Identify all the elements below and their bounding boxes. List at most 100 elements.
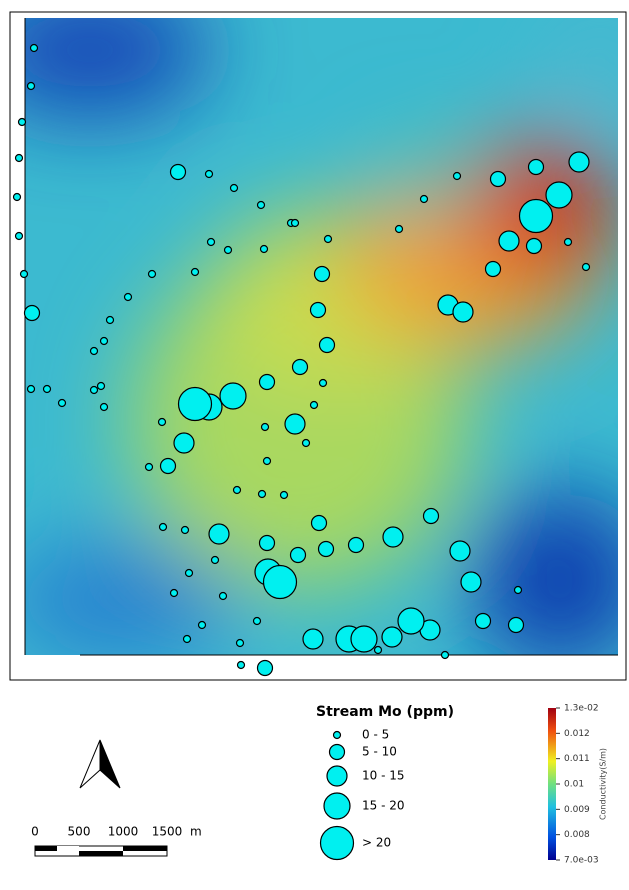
sample-point	[525, 237, 543, 255]
sample-point	[258, 373, 276, 391]
sample-point	[309, 400, 319, 410]
sample-point	[177, 386, 213, 422]
sample-point	[382, 526, 404, 548]
colorbar-tick-label: 0.008	[564, 830, 590, 840]
sample-point	[317, 540, 335, 558]
sample-point	[460, 571, 482, 593]
sample-point	[89, 346, 99, 356]
colorbar-tick-label: 0.011	[564, 754, 590, 764]
sample-point	[105, 315, 115, 325]
sample-point	[513, 585, 523, 595]
sample-point	[206, 237, 216, 247]
sample-point	[208, 523, 230, 545]
sample-point	[236, 660, 246, 670]
sample-point	[89, 385, 99, 395]
sample-point	[279, 490, 289, 500]
sample-point	[350, 625, 378, 653]
scale-label: 1500	[152, 825, 183, 839]
legend-title: Stream Mo (ppm)	[316, 704, 454, 720]
sample-point	[545, 181, 573, 209]
legend-symbol	[323, 792, 351, 820]
scale-label: 500	[68, 825, 91, 839]
sample-point	[568, 151, 590, 173]
colorbar-tick-label: 7.0e-03	[564, 856, 599, 866]
sample-point	[309, 301, 327, 319]
sample-point	[452, 301, 474, 323]
scale-label: 0	[31, 825, 39, 839]
sample-point	[204, 169, 214, 179]
sample-point	[507, 616, 525, 634]
sample-point	[498, 230, 520, 252]
sample-point	[484, 260, 502, 278]
sample-point	[169, 588, 179, 598]
sample-point	[223, 245, 233, 255]
legend-label: 0 - 5	[362, 728, 389, 742]
sample-point	[96, 381, 106, 391]
legend-symbol	[328, 743, 346, 761]
sample-point	[258, 534, 276, 552]
sample-point	[310, 514, 328, 532]
sample-point	[527, 158, 545, 176]
sample-point	[219, 382, 247, 410]
sample-point	[159, 457, 177, 475]
colorbar-ticks: 1.3e-02 0.012 0.011 0.01 0.009 0.008 7.0e-03	[556, 704, 599, 866]
sample-point	[347, 536, 365, 554]
sample-point	[180, 525, 190, 535]
legend-symbol	[332, 730, 342, 740]
sample-point	[173, 432, 195, 454]
sample-point	[563, 237, 573, 247]
conductivity-surface	[25, 18, 618, 655]
colorbar-tick-label: 0.012	[564, 729, 590, 739]
sample-point	[210, 555, 220, 565]
sample-point	[257, 489, 267, 499]
sample-point	[452, 171, 462, 181]
sample-point	[284, 413, 306, 435]
sample-point	[318, 336, 336, 354]
sample-point	[262, 456, 272, 466]
sample-point	[12, 192, 22, 202]
sample-point	[260, 422, 270, 432]
legend-label: 10 - 15	[362, 769, 405, 783]
sample-point	[252, 616, 262, 626]
sample-point	[422, 507, 440, 525]
sample-point	[256, 200, 266, 210]
sample-point	[323, 234, 333, 244]
sample-point	[23, 304, 41, 322]
sample-point	[381, 626, 403, 648]
sample-point	[373, 645, 383, 655]
colorbar-tick-label: 1.3e-02	[564, 704, 599, 714]
sample-point	[262, 564, 298, 600]
map-frame	[9, 11, 627, 681]
sample-point	[489, 170, 507, 188]
scale-bar	[34, 845, 168, 857]
sample-point	[14, 153, 24, 163]
sample-point	[259, 244, 269, 254]
colorbar	[548, 708, 556, 860]
legend-label: > 20	[362, 836, 391, 850]
sample-point	[302, 628, 324, 650]
legend-label: 5 - 10	[362, 745, 397, 759]
scale-label: 1000	[108, 825, 139, 839]
sample-point	[581, 262, 591, 272]
sample-point	[14, 231, 24, 241]
sample-point	[26, 81, 36, 91]
sample-point	[197, 620, 207, 630]
colorbar-tick-label: 0.01	[564, 780, 584, 790]
sample-point	[99, 402, 109, 412]
sample-point	[289, 546, 307, 564]
sample-point	[157, 417, 167, 427]
sample-point	[394, 224, 404, 234]
sample-point	[256, 659, 274, 677]
sample-point	[19, 269, 29, 279]
colorbar-label: Conductivity(S/m)	[599, 748, 608, 820]
sample-point	[147, 269, 157, 279]
sample-point	[518, 198, 554, 234]
legend: 0 - 5 5 - 10 10 - 15 15 - 20 > 20	[319, 728, 405, 861]
legend-label: 15 - 20	[362, 799, 405, 813]
sample-point	[42, 384, 52, 394]
sample-point	[229, 183, 239, 193]
sample-point	[218, 591, 228, 601]
sample-point	[235, 638, 245, 648]
sample-point	[440, 650, 450, 660]
legend-symbol	[319, 825, 355, 861]
